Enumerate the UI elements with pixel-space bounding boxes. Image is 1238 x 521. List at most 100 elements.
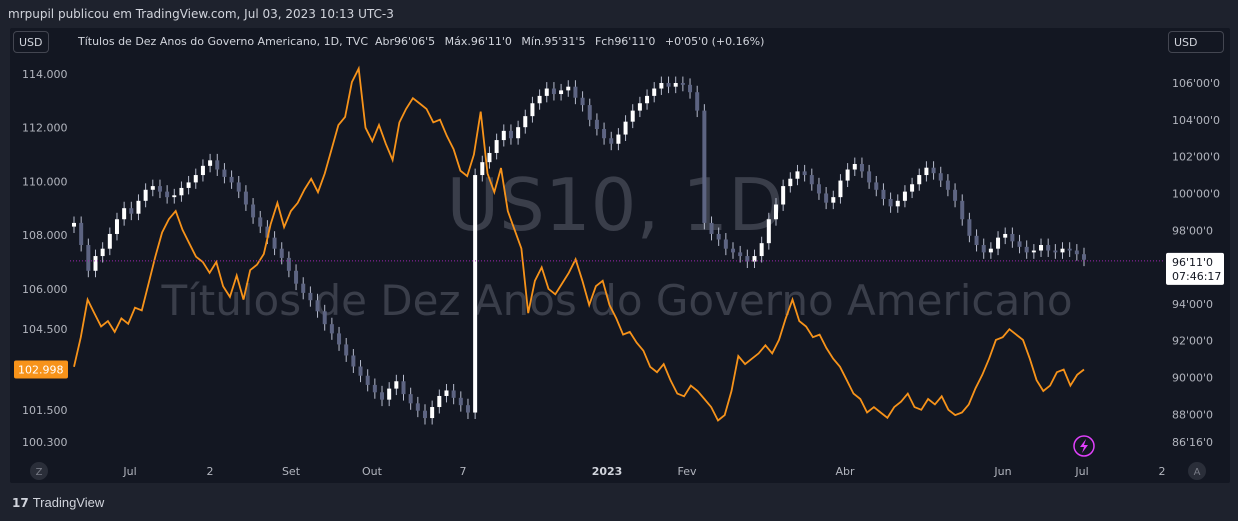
right-price-axis: 106'00'0 104'00'0 102'00'0 100'00'0 98'00'0 9… — [1172, 77, 1220, 449]
left-axis-tick: 108.000 — [22, 229, 68, 242]
candle — [773, 198, 778, 226]
candle — [79, 216, 84, 252]
candle — [680, 76, 685, 92]
candle — [258, 210, 263, 234]
candle — [401, 374, 406, 401]
candle — [294, 264, 299, 291]
candle — [530, 96, 535, 123]
candle — [516, 120, 521, 145]
candle — [394, 374, 399, 396]
left-axis-tick: 110.000 — [22, 175, 68, 188]
left-axis-tick: 104.500 — [22, 323, 68, 336]
candle — [544, 82, 549, 103]
candle — [200, 159, 205, 182]
candle — [945, 174, 950, 197]
right-axis-tick: 86'16'0 — [1172, 436, 1213, 449]
candle — [645, 89, 650, 110]
candle — [1082, 247, 1086, 267]
candle — [100, 242, 105, 263]
right-axis-tick: 90'00'0 — [1172, 372, 1213, 385]
zoom-reset-left-icon[interactable]: Z — [30, 462, 48, 480]
candle — [867, 164, 872, 189]
candle — [251, 198, 256, 224]
auto-scale-icon[interactable]: A — [1188, 462, 1206, 480]
right-axis-tick: 104'00'0 — [1172, 114, 1220, 127]
candle — [365, 369, 370, 392]
time-axis-tick: Jul — [1074, 465, 1088, 478]
time-axis-tick: 2023 — [592, 465, 623, 478]
candle — [602, 122, 607, 145]
legend-high-value: 96'11'0 — [470, 35, 512, 48]
candle — [508, 124, 513, 145]
candle — [193, 168, 198, 189]
svg-text:A: A — [1194, 467, 1201, 478]
lightning-icon[interactable] — [1073, 435, 1095, 457]
left-currency-button[interactable]: USD — [13, 31, 49, 53]
candle — [358, 360, 363, 383]
candle — [652, 82, 657, 103]
candle — [1067, 242, 1072, 257]
candle — [114, 212, 119, 241]
footer-brand-text: TradingView — [32, 495, 105, 510]
right-axis-tick: 106'00'0 — [1172, 77, 1220, 90]
candle — [802, 164, 807, 182]
candle — [659, 76, 664, 95]
candle — [150, 179, 155, 197]
candle — [917, 168, 922, 191]
candle — [967, 212, 972, 243]
candle — [731, 242, 736, 259]
candle — [573, 80, 578, 105]
candle — [788, 172, 793, 193]
candle — [745, 249, 750, 269]
candle — [587, 98, 592, 127]
candle — [1031, 244, 1036, 259]
candle — [953, 183, 958, 208]
candle — [351, 349, 356, 373]
candle — [286, 251, 291, 278]
candle — [974, 229, 979, 252]
svg-text:96'11'0: 96'11'0 — [1172, 256, 1213, 269]
candle — [559, 83, 564, 101]
legend-change-value: +0'05'0 (+0.16%) — [664, 35, 765, 48]
legend-high-label: Máx. — [444, 35, 471, 48]
right-currency-button[interactable]: USD — [1168, 31, 1224, 53]
candle — [666, 76, 671, 94]
time-axis-tick: Out — [362, 465, 383, 478]
candle — [501, 124, 506, 147]
left-price-axis: 114.000 112.000 110.000 108.000 106.000 104.5… — [22, 68, 68, 449]
candle — [487, 146, 492, 169]
candle — [924, 161, 929, 182]
candle — [172, 188, 177, 204]
candle — [279, 242, 284, 265]
candle — [616, 128, 621, 151]
candle — [881, 183, 886, 206]
time-axis-tick: 7 — [460, 465, 467, 478]
candle — [337, 326, 342, 351]
publish-header: mrpupil publicou em TradingView.com, Jul… — [0, 0, 1238, 28]
candle — [852, 157, 857, 176]
left-axis-tick: 112.000 — [22, 122, 68, 135]
right-axis-tick: 94'00'0 — [1172, 298, 1213, 311]
candle — [938, 166, 943, 188]
footer-brand: 17 TradingView — [0, 493, 104, 513]
candlestick-series — [72, 76, 1086, 425]
candle — [759, 236, 764, 263]
watermark: US10, 1D Títulos de Dez Anos do Governo … — [160, 163, 1072, 325]
candle — [93, 249, 98, 278]
candle — [1046, 238, 1051, 257]
symbol-legend: Títulos de Dez Anos do Governo Americano… — [78, 31, 764, 53]
candle — [165, 185, 170, 204]
candle — [72, 216, 76, 234]
candle — [1010, 227, 1015, 248]
left-axis-tick: 114.000 — [22, 68, 68, 81]
candle — [766, 212, 771, 250]
time-axis-tick: 2 — [207, 465, 214, 478]
svg-text:Z: Z — [36, 467, 43, 478]
candle — [222, 163, 227, 184]
candle — [301, 277, 306, 300]
legend-open-value: 96'06'5 — [394, 35, 436, 48]
candle — [902, 185, 907, 208]
candle — [136, 194, 141, 221]
candle — [122, 201, 127, 226]
